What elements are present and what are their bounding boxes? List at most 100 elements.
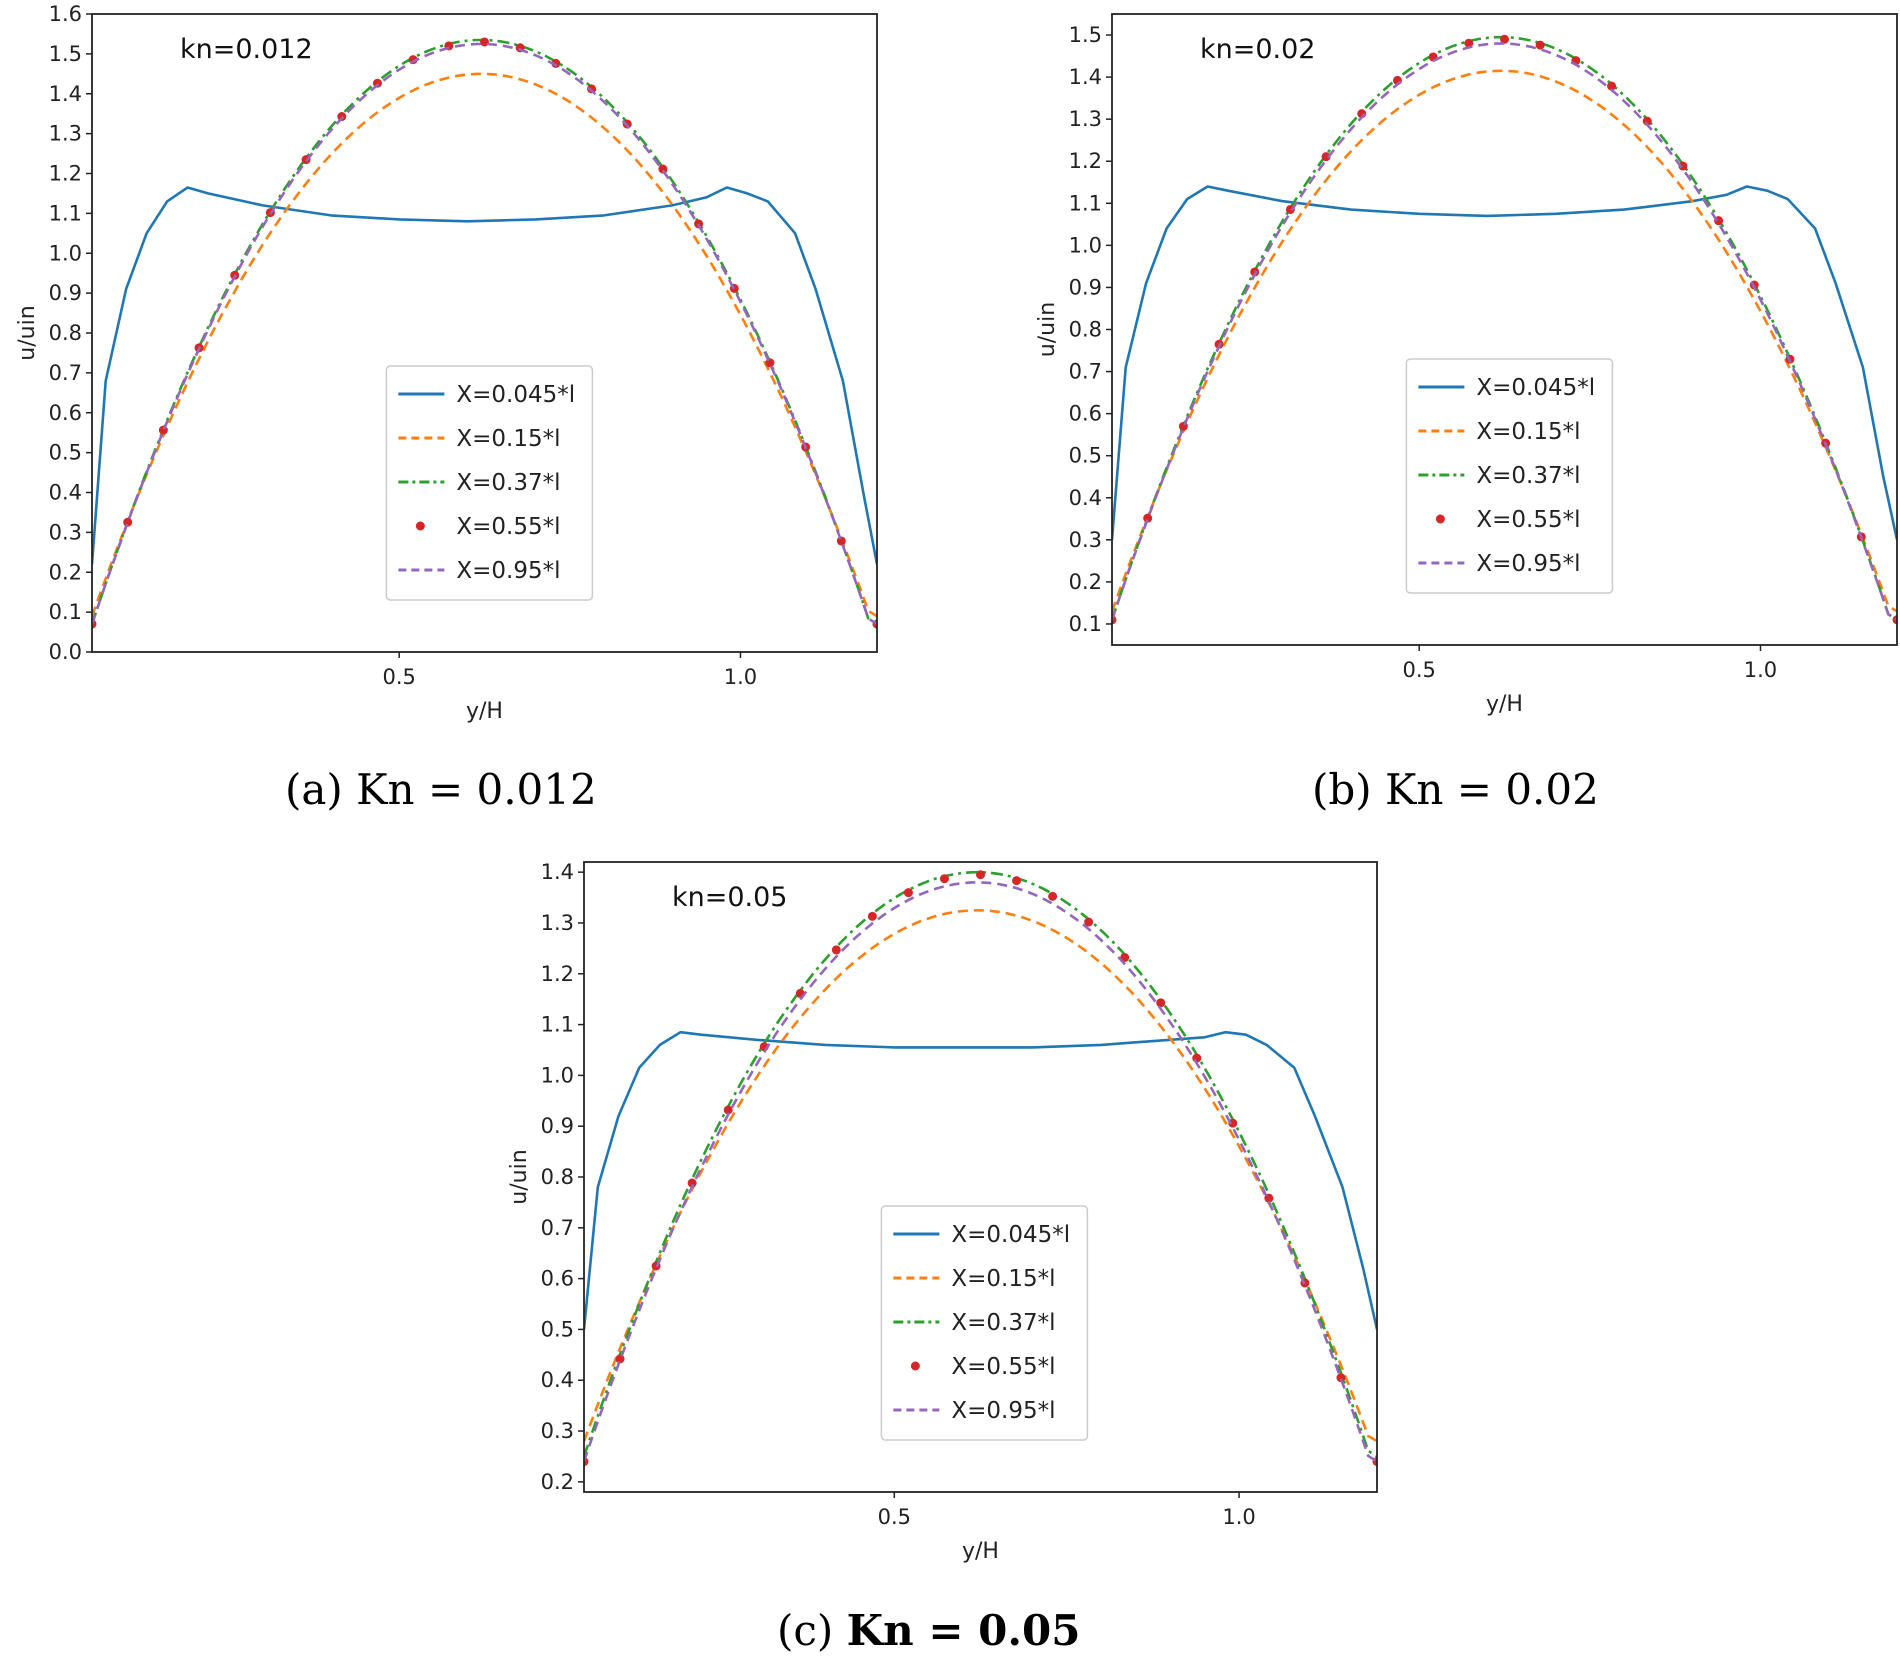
chart-b-ytick-label: 1.4 (1069, 65, 1102, 89)
chart-a-series-x-0-15-l (92, 72, 877, 618)
chart-b-legend-box (1405, 358, 1614, 594)
chart-b-series-x-0-15-l (1112, 69, 1897, 613)
chart-a-legend-label: X=0.045*l (456, 382, 575, 408)
chart-c-series-x-0-55-l-point (939, 874, 949, 884)
chart-a-xlabel: y/H (466, 699, 503, 724)
chart-c-legend-marker (910, 1361, 920, 1371)
chart-b-ytick-label: 0.5 (1069, 444, 1102, 468)
chart-c-series-x-0-55-l-point (867, 911, 877, 921)
chart-c-series-x-0-55-l-point (976, 870, 985, 880)
chart-a-ytick-label: 1.5 (49, 42, 82, 66)
chart-b-series-x-0-55-l-point (1321, 152, 1331, 162)
chart-a-ytick-label: 0.3 (49, 520, 82, 544)
chart-c-ytick-label: 0.8 (541, 1165, 574, 1189)
chart-a-legend-box (385, 365, 594, 601)
chart-c-series-x-0-15-l (584, 909, 1377, 1443)
chart-c-annotation: kn=0.05 (672, 882, 788, 913)
chart-c-ytick-label: 0.6 (541, 1267, 574, 1291)
chart-a-xtick-label: 1.0 (724, 665, 757, 689)
chart-c-series-x-0-045-l (584, 1030, 1377, 1330)
chart-c-ylabel: u/uin (507, 1149, 532, 1204)
chart-b-series-x-0-55-l-point (1607, 81, 1617, 91)
chart-a-axes-frame (91, 13, 878, 653)
chart-b-legend-label: X=0.95*l (1476, 551, 1580, 577)
chart-c-ytick-label: 0.9 (541, 1114, 574, 1138)
chart-c-legend-label: X=0.15*l (951, 1266, 1055, 1292)
chart-c-series-x-0-55-l-point (723, 1105, 733, 1115)
chart-b-ytick-label: 1.0 (1069, 233, 1102, 257)
chart-a-ytick-label: 1.2 (49, 162, 82, 186)
chart-b-ytick-label: 0.4 (1069, 486, 1102, 510)
chart-b-legend-label: X=0.55*l (1476, 507, 1580, 533)
chart-a-legend-label: X=0.37*l (456, 470, 560, 496)
chart-c-series-x-0-55-l-point (687, 1178, 697, 1188)
chart-c-series-x-0-55-l-point (831, 945, 841, 955)
chart-c-ytick-label: 1.4 (541, 860, 574, 884)
chart-a-ytick-label: 0.8 (49, 321, 82, 345)
chart-c-series-x-0-55-l-point (1156, 998, 1166, 1008)
chart-c-plot-area (584, 870, 1377, 1467)
chart-b-ytick-label: 1.5 (1069, 23, 1102, 47)
chart-c-series-x-0-55-l-point (1336, 1373, 1346, 1383)
chart-c-ytick-label: 1.1 (541, 1013, 574, 1037)
chart-c-ytick-label: 1.3 (541, 911, 574, 935)
caption-b: (b) Kn = 0.02 (1312, 765, 1599, 814)
chart-b-plot-area (1112, 34, 1897, 625)
chart-b-ytick-label: 1.1 (1069, 191, 1102, 215)
chart-c-xlabel: y/H (962, 1539, 999, 1564)
chart-c-legend-label: X=0.045*l (951, 1222, 1070, 1248)
chart-a-series-x-0-55-l-point (658, 164, 668, 174)
chart-a-annotation: kn=0.012 (180, 34, 313, 65)
chart-b-ylabel: u/uin (1035, 302, 1060, 357)
chart-c-ytick-label: 0.4 (541, 1368, 574, 1392)
chart-c-legend-label: X=0.95*l (951, 1398, 1055, 1424)
chart-c-legend-box (880, 1205, 1089, 1441)
chart-a-ytick-label: 1.4 (49, 82, 82, 106)
chart-a-ytick-label: 1.3 (49, 122, 82, 146)
chart-b-legend-label: X=0.15*l (1476, 419, 1580, 445)
chart-c-legend-label: X=0.37*l (951, 1310, 1055, 1336)
chart-a-xtick-label: 0.5 (382, 665, 415, 689)
chart-a-ytick-label: 0.4 (49, 481, 82, 505)
chart-c-ytick-label: 0.2 (541, 1470, 574, 1494)
chart-b-ytick-label: 1.3 (1069, 107, 1102, 131)
chart-a: 0.0 0.1 0.2 0.3 0.4 0.5 0.6 0.7 0.8 0.9 1.0 1.1 1.2 1… (15, 2, 878, 724)
chart-a-series-x-0-55-l-point (158, 425, 168, 435)
chart-a-ytick-label: 0.0 (49, 640, 82, 664)
chart-c: 0.2 0.3 0.4 0.5 0.6 0.7 0.8 0.9 1.0 1.1 1.2 1.3 1.4 0… (507, 860, 1378, 1564)
chart-c-series-x-0-55-l-point (1084, 917, 1094, 927)
caption-c: (c) Kn = 0.05 (777, 1606, 1080, 1655)
chart-a-ytick-label: 0.1 (49, 600, 82, 624)
caption-a: (a) Kn = 0.012 (285, 765, 597, 814)
chart-a-legend-marker (415, 521, 425, 531)
chart-a-legend-label: X=0.95*l (456, 558, 560, 584)
chart-c-ytick-label: 0.7 (541, 1216, 574, 1240)
chart-b-annotation: kn=0.02 (1200, 34, 1316, 65)
chart-b-legend-label: X=0.045*l (1476, 375, 1595, 401)
chart-c-series-x-0-95-l (584, 881, 1377, 1463)
chart-b-legend-marker (1435, 514, 1445, 524)
caption-c-prefix: (c) (777, 1606, 833, 1655)
chart-a-series-x-0-045-l (92, 186, 877, 565)
chart-c-ytick-label: 1.0 (541, 1063, 574, 1087)
chart-b-ytick-label: 0.9 (1069, 275, 1102, 299)
chart-c-ytick-label: 0.5 (541, 1317, 574, 1341)
chart-b-xtick-label: 0.5 (1402, 658, 1435, 682)
chart-b-series-x-0-55-l-point (1678, 161, 1688, 171)
chart-a-series-x-0-55-l-point (123, 517, 133, 527)
chart-c-series-x-0-55-l-point (1012, 876, 1022, 886)
chart-b-series-x-0-55-l-point (1500, 34, 1509, 44)
chart-b-ytick-label: 0.8 (1069, 318, 1102, 342)
chart-c-series-x-0-55-l-point (903, 888, 913, 898)
chart-c-ytick-label: 1.2 (541, 962, 574, 986)
chart-b-xlabel: y/H (1486, 692, 1523, 717)
chart-c-axes-frame (583, 861, 1378, 1493)
chart-b-series-x-0-55-l-point (1535, 40, 1545, 50)
chart-a-plot-area (92, 37, 877, 629)
chart-b-series-x-0-045-l (1112, 185, 1897, 541)
chart-c-ytick-label: 0.3 (541, 1419, 574, 1443)
chart-a-ytick-label: 1.6 (49, 2, 82, 26)
chart-b-ytick-label: 0.7 (1069, 360, 1102, 384)
chart-a-series-x-0-95-l (92, 42, 877, 626)
